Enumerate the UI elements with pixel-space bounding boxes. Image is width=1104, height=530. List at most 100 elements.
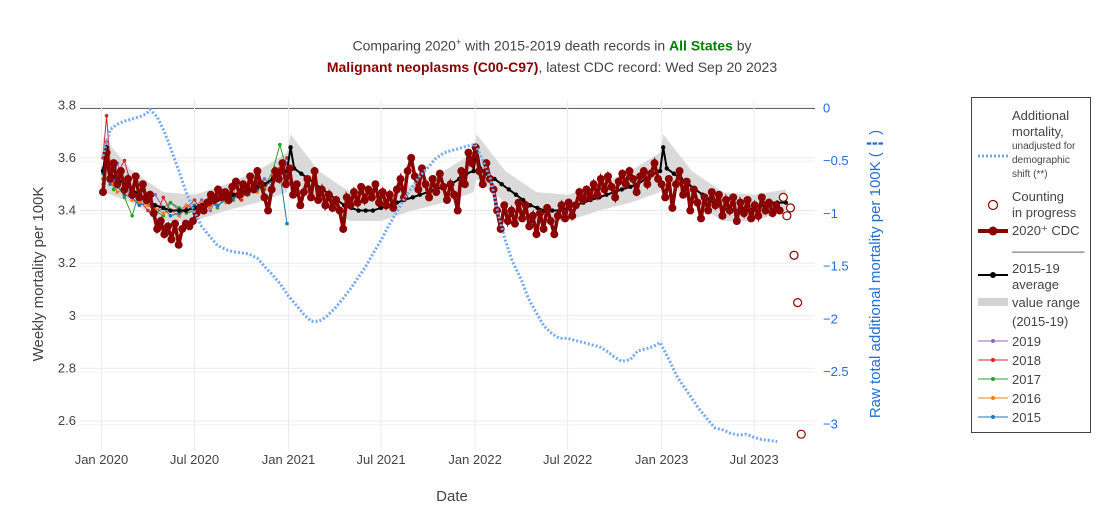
y2-axis-label: Raw total additional mortality per 100K … xyxy=(866,130,884,418)
cdc-point xyxy=(292,180,301,189)
average-point xyxy=(168,208,173,213)
dotted-line-icon xyxy=(978,154,1008,158)
counting-point xyxy=(778,192,788,202)
cdc-point xyxy=(675,167,684,176)
title-state: All States xyxy=(669,37,733,54)
average-point xyxy=(535,205,540,211)
cdc-point xyxy=(700,193,709,202)
cdc-point xyxy=(99,188,108,197)
cdc-point xyxy=(410,172,419,181)
small-line-marker-icon xyxy=(978,339,1008,343)
legend-additional-2: mortality, xyxy=(1012,124,1064,139)
cdc-point xyxy=(500,201,509,210)
cdc-line xyxy=(101,146,782,246)
cdc-point xyxy=(278,159,287,168)
cdc-point xyxy=(503,217,512,226)
cdc-point xyxy=(303,174,312,183)
cdc-point xyxy=(149,209,158,218)
counting-point xyxy=(789,250,799,260)
cdc-point xyxy=(518,214,527,223)
y2-tick-label: −1 xyxy=(823,206,838,221)
additional-mortality-layer xyxy=(101,107,778,444)
cdc-point xyxy=(392,185,401,194)
open-circle-icon xyxy=(987,199,999,211)
point-2015 xyxy=(215,203,220,208)
cdc-point xyxy=(621,180,630,189)
cdc-point xyxy=(764,198,773,207)
cdc-point xyxy=(775,206,784,215)
cdc-point xyxy=(224,196,233,204)
thick-line-marker-icon xyxy=(978,226,1008,236)
cdc-point xyxy=(167,235,176,244)
legend-2017: 2017 xyxy=(1012,372,1041,387)
cdc-point xyxy=(203,198,212,207)
grid xyxy=(80,100,815,450)
counting-point xyxy=(785,203,796,213)
cdc-point xyxy=(174,240,183,249)
cdc-point xyxy=(679,190,688,199)
x-axis-label: Date xyxy=(436,488,468,505)
counting-point xyxy=(796,429,806,439)
cdc-point xyxy=(378,188,387,197)
cdc-point xyxy=(214,185,223,194)
point-2015 xyxy=(108,182,112,187)
average-point xyxy=(417,192,423,197)
average-point xyxy=(356,208,361,213)
cdc-point xyxy=(539,224,548,233)
title-prefix: Comparing 2020 xyxy=(352,37,456,54)
cdc-point xyxy=(231,177,240,186)
point-2016 xyxy=(184,203,189,208)
point-2017 xyxy=(122,195,127,200)
cdc-point xyxy=(367,193,376,202)
legend-2018: 2018 xyxy=(1012,353,1041,368)
cdc-point xyxy=(235,190,244,199)
cdc-point xyxy=(375,198,384,207)
legend-additional-4: demographic xyxy=(1012,155,1070,166)
small-line-marker-icon xyxy=(978,358,1008,362)
cdc-point xyxy=(428,174,437,183)
cdc-point xyxy=(475,167,484,176)
cdc-point xyxy=(482,159,491,168)
cdc-point xyxy=(510,219,519,228)
average-point xyxy=(499,182,504,187)
average-point xyxy=(184,208,189,213)
cdc-point xyxy=(603,172,612,181)
x-tick-label: Jan 2020 xyxy=(75,452,129,467)
cdc-point xyxy=(689,185,698,194)
x-tick-label: Jul 2023 xyxy=(730,452,779,467)
counting-point xyxy=(782,211,792,221)
cdc-point xyxy=(546,217,555,226)
point-2018 xyxy=(239,198,244,202)
average-point xyxy=(299,171,304,176)
cdc-point xyxy=(568,211,577,220)
cdc-point xyxy=(732,217,741,226)
cdc-point xyxy=(307,193,316,202)
cdc-point xyxy=(468,159,477,168)
point-2017 xyxy=(161,213,166,218)
cdc-point xyxy=(324,190,333,199)
cdc-point xyxy=(128,190,137,199)
cdc-point xyxy=(160,230,169,239)
x-tick-label: Jul 2020 xyxy=(170,452,219,467)
cdc-point xyxy=(357,182,366,191)
cdc-point xyxy=(736,198,745,207)
cdc-point xyxy=(109,159,118,168)
legend-2015: 2015 xyxy=(1012,410,1041,425)
point-2017 xyxy=(130,213,134,218)
cdc-point xyxy=(457,167,466,176)
cdc-point xyxy=(768,209,777,218)
small-line-marker-icon xyxy=(978,396,1008,400)
cdc-point xyxy=(739,209,748,218)
point-2015 xyxy=(168,213,173,218)
cdc-point xyxy=(328,203,337,212)
cdc-point xyxy=(711,201,720,210)
point-2016 xyxy=(208,206,213,210)
cdc-point xyxy=(389,203,398,212)
title-middle: with 2015-2019 death records in xyxy=(461,37,670,54)
cdc-point xyxy=(382,201,391,210)
cdc-point xyxy=(686,206,695,215)
average-point xyxy=(664,166,669,171)
legend-additional-3: unadjusted for xyxy=(1012,141,1076,152)
cdc-point xyxy=(707,188,716,197)
cdc-point xyxy=(571,201,580,210)
